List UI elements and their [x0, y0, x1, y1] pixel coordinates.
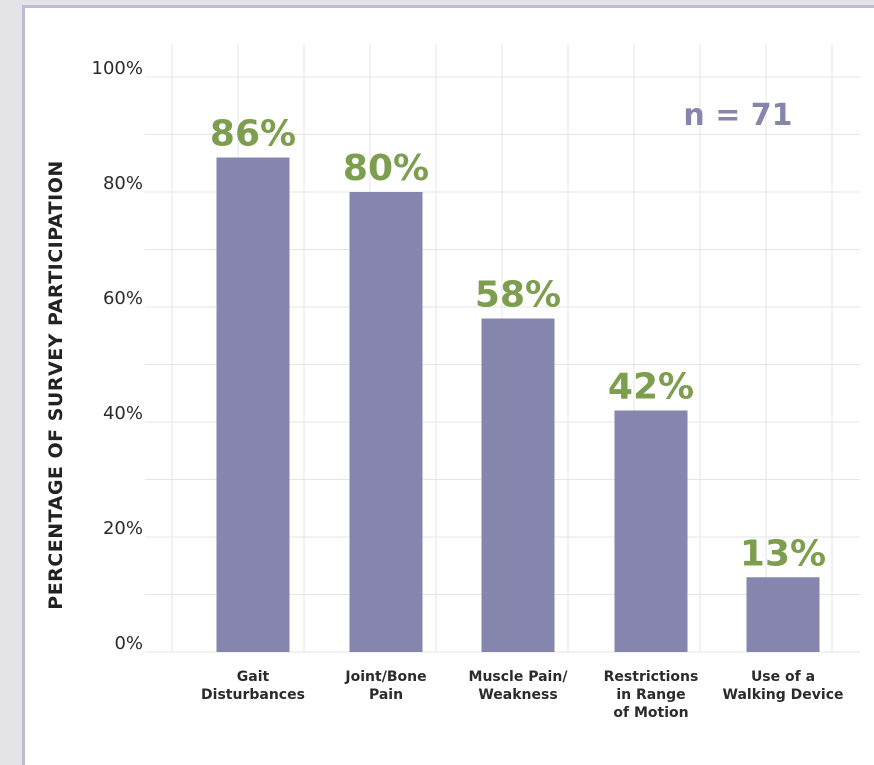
y-axis-ticks: 0% 20% 40% 60% 80% 100% — [92, 58, 143, 654]
bar-value-label: 13% — [740, 533, 826, 574]
y-tick-label: 60% — [103, 288, 143, 309]
y-tick-label: 40% — [103, 403, 143, 424]
category-label: Joint/Bone Pain — [344, 669, 426, 703]
category-label: Use of a Walking Device — [723, 669, 844, 703]
bar-value-label: 80% — [343, 148, 429, 189]
y-tick-label: 0% — [114, 633, 143, 654]
bar — [481, 318, 555, 652]
y-tick-label: 80% — [103, 173, 143, 194]
category-label: Gait Disturbances — [201, 669, 305, 703]
bar — [216, 157, 290, 652]
x-axis-labels: Gait Disturbances Joint/Bone Pain Muscle Pai… — [201, 669, 843, 721]
chart-panel — [22, 5, 874, 765]
category-label: Muscle Pain/Weakness — [469, 669, 569, 703]
sample-size-annotation: n = 71 — [683, 98, 792, 133]
bar-value-label: 86% — [210, 114, 296, 155]
category-label: Restrictions in Range of Motion — [604, 669, 699, 721]
bars: 86% 80% 58% 42% 13% — [210, 114, 826, 652]
y-axis-title: PERCENTAGE OF SURVEY PARTICIPATION — [45, 160, 67, 609]
bar — [614, 410, 688, 652]
bar-value-label: 58% — [475, 275, 561, 316]
bar — [746, 577, 820, 652]
bar-value-label: 42% — [608, 367, 694, 408]
y-tick-label: 20% — [103, 518, 143, 539]
bar — [349, 192, 423, 652]
y-tick-label: 100% — [92, 58, 143, 79]
